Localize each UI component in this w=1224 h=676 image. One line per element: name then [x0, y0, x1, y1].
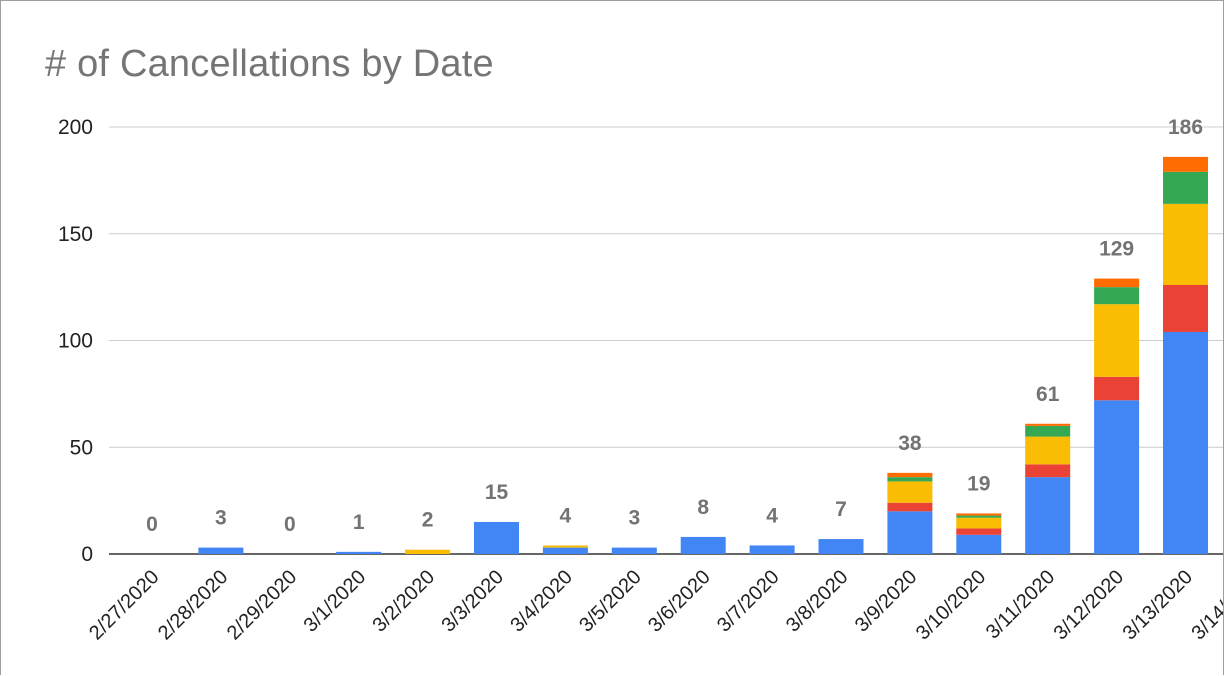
x-tick-label: 2/28/2020 — [154, 566, 232, 644]
bar-segment — [956, 534, 1002, 554]
data-label: 3 — [628, 507, 640, 530]
y-tick-label: 200 — [58, 116, 93, 139]
bar-segment — [956, 528, 1002, 535]
x-tick-label: 3/3/2020 — [437, 566, 508, 637]
y-tick-label: 100 — [58, 330, 93, 353]
data-label: 38 — [898, 432, 922, 455]
data-label: 61 — [1036, 383, 1060, 406]
bar-segment — [1163, 331, 1208, 554]
bar-segment — [611, 547, 657, 554]
x-tick-label: 2/29/2020 — [223, 566, 301, 644]
x-tick-label: 3/5/2020 — [575, 566, 646, 637]
y-tick-label: 50 — [70, 436, 93, 459]
bar-segment — [1025, 477, 1071, 554]
x-tick-label: 3/11/2020 — [982, 566, 1059, 643]
x-tick-label: 3/9/2020 — [851, 566, 922, 637]
bar-segment — [749, 545, 795, 554]
bar-segment — [887, 477, 933, 482]
x-tick-label: 3/2/2020 — [369, 566, 440, 637]
bar-segment — [956, 515, 1002, 518]
data-label: 8 — [697, 496, 709, 519]
bar-segment — [1025, 423, 1071, 426]
bar-segment — [887, 481, 933, 503]
bar-segment — [1025, 425, 1071, 437]
bar-segment — [887, 502, 933, 512]
data-label: 1 — [353, 511, 365, 534]
bar-segment — [1094, 400, 1140, 554]
y-tick-label: 150 — [58, 223, 93, 246]
x-tick-label: 3/7/2020 — [713, 566, 784, 637]
bar-segment — [1163, 203, 1208, 285]
x-tick-label: 3/1/2020 — [300, 566, 371, 637]
bar-segment — [1094, 278, 1140, 288]
bar-segment — [198, 547, 244, 554]
bar-segment — [405, 549, 451, 554]
bar-segment — [542, 547, 588, 554]
bar-segment — [336, 551, 382, 554]
y-tick-label: 0 — [81, 543, 93, 566]
bar-segment — [956, 517, 1002, 529]
data-label: 129 — [1099, 238, 1134, 261]
data-label: 4 — [560, 504, 572, 527]
data-label: 0 — [284, 513, 296, 536]
data-label: 2 — [422, 509, 434, 532]
bar-segment — [1094, 304, 1140, 377]
bar-segment — [542, 545, 588, 548]
bar-segment — [1163, 284, 1208, 332]
bar-segment — [887, 472, 933, 478]
data-label: 19 — [967, 472, 990, 495]
bar-segment — [956, 513, 1002, 516]
data-label: 0 — [146, 513, 158, 536]
bar-segment — [1163, 171, 1208, 204]
x-tick-label: 2/27/2020 — [85, 566, 163, 644]
x-tick-label: 3/4/2020 — [506, 566, 577, 637]
data-label: 3 — [215, 507, 227, 530]
bar-segment — [1094, 287, 1140, 305]
bar-segment — [1094, 376, 1140, 401]
x-tick-label: 3/8/2020 — [782, 566, 853, 637]
chart-title: # of Cancellations by Date — [45, 43, 494, 85]
data-label: 4 — [766, 504, 778, 527]
data-label: 7 — [835, 498, 847, 521]
bar-segment — [1025, 464, 1071, 478]
bar-segment — [818, 539, 864, 554]
x-tick-label: 3/13/2020 — [1119, 566, 1197, 644]
bar-segment — [680, 536, 726, 554]
data-label: 186 — [1168, 116, 1203, 139]
bar-segment — [1025, 436, 1071, 465]
bar-segment — [474, 521, 519, 554]
bar-segment — [887, 511, 933, 554]
x-tick-label: 3/10/2020 — [912, 566, 990, 644]
x-tick-label: 3/6/2020 — [644, 566, 715, 637]
bar-segment — [1163, 156, 1208, 172]
x-tick-label: 3/12/2020 — [1050, 566, 1128, 644]
data-label: 15 — [485, 481, 509, 504]
